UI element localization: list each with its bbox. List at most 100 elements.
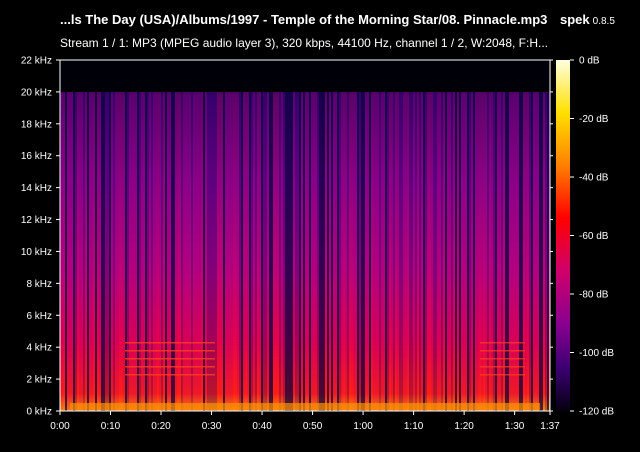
spectrogram-band <box>485 92 487 411</box>
spectrogram-band <box>479 92 481 411</box>
db-tick-label: -120 dB <box>579 407 614 418</box>
spectrogram-band <box>173 92 175 411</box>
time-tick-label: 0:00 <box>50 421 70 432</box>
spectrogram-band <box>365 92 367 411</box>
spectrogram-band <box>537 92 539 411</box>
spectrogram-band <box>245 92 247 411</box>
spectrogram-band <box>407 92 409 411</box>
spectrogram-band <box>107 92 109 411</box>
spectrogram-band <box>331 92 333 411</box>
spectrogram-band <box>547 92 549 411</box>
spectrogram-band <box>261 92 263 411</box>
spectrogram-band <box>301 92 303 411</box>
spectrogram-band <box>203 92 205 411</box>
spectrogram-band <box>211 92 213 411</box>
spectrogram-band <box>385 92 387 411</box>
spectrogram-band <box>387 92 389 411</box>
spectrogram-band <box>339 92 341 411</box>
spectrogram-band <box>393 92 395 411</box>
time-tick-label: 1:00 <box>353 421 373 432</box>
spectrogram-band <box>437 92 439 411</box>
spectrogram-band <box>465 92 467 411</box>
spectrogram-band <box>311 92 313 411</box>
spectrogram-band <box>95 92 97 411</box>
spectrogram-band <box>165 92 167 411</box>
spectrogram-band <box>411 92 413 411</box>
freq-tick-label: 2 kHz <box>26 375 52 386</box>
spectrogram-band <box>349 92 351 411</box>
spectrogram-band <box>403 92 405 411</box>
spectrogram-band <box>181 92 183 411</box>
spectrogram-band <box>337 92 339 411</box>
time-tick-label: 0:30 <box>202 421 222 432</box>
spectrogram-band <box>363 92 365 411</box>
spectrogram-band <box>293 92 295 411</box>
spectrogram-band <box>505 92 507 411</box>
spectrogram-band <box>323 92 325 411</box>
db-tick-label: -20 dB <box>579 114 609 125</box>
time-axis: 0:00 0:10 0:20 0:30 0:40 0:50 1:00 1:10 1:20 1:30… <box>50 411 560 432</box>
spectrogram-band <box>185 92 187 411</box>
spectrogram-band <box>257 92 259 411</box>
spectrogram-band <box>171 92 173 411</box>
spectrogram-band <box>415 92 417 411</box>
spectrogram-band <box>489 92 491 411</box>
spectrogram-band <box>101 92 103 411</box>
spectrogram-band <box>167 92 169 411</box>
spectrogram-band <box>291 92 293 411</box>
spectrogram-band <box>281 92 283 411</box>
spectrogram-band <box>377 92 379 411</box>
spectrogram-band <box>439 92 441 411</box>
spectrogram-band <box>481 92 483 411</box>
spectrogram-band <box>283 92 285 411</box>
freq-tick-label: 6 kHz <box>26 311 52 322</box>
spectrogram-band <box>215 92 217 411</box>
spectrogram-band <box>351 92 353 411</box>
spectrogram-band <box>355 92 357 411</box>
spectrogram-band <box>205 92 207 411</box>
spectrogram-band <box>389 92 391 411</box>
spectrogram-band <box>367 92 369 411</box>
spectrogram-band <box>145 92 147 411</box>
spectrogram-band <box>175 92 177 411</box>
spectrogram-band <box>75 92 77 411</box>
spectrogram-band <box>443 92 445 411</box>
spectrogram-band <box>243 92 245 411</box>
spectrogram-band <box>233 92 235 411</box>
spectrogram-band <box>539 92 541 411</box>
spectrogram-band <box>135 92 137 411</box>
spectrogram-band <box>487 92 489 411</box>
spectrogram-band <box>527 92 529 411</box>
spectrogram-band <box>191 92 193 411</box>
time-tick-label: 0:50 <box>303 421 323 432</box>
freq-tick-label: 12 kHz <box>21 215 52 226</box>
spectrogram-band <box>343 92 345 411</box>
spectrogram-band <box>209 92 211 411</box>
spectrogram-band <box>207 92 209 411</box>
spectrogram-band <box>531 92 533 411</box>
spectrogram-band <box>327 92 329 411</box>
freq-tick-label: 8 kHz <box>26 279 52 290</box>
spectrogram-band <box>299 92 301 411</box>
spectrogram-band <box>73 92 75 411</box>
spectrogram-band <box>515 92 517 411</box>
spectrogram-band <box>139 92 141 411</box>
db-tick-label: 0 dB <box>579 56 600 67</box>
spectrogram-band <box>391 92 393 411</box>
spectrogram-band <box>77 92 79 411</box>
spectrogram-band <box>521 92 523 411</box>
spectrogram-band <box>279 92 281 411</box>
spectrogram-band <box>543 92 545 411</box>
spectrogram-band <box>285 92 287 411</box>
spectrogram-band <box>149 92 151 411</box>
spectrogram-band <box>499 92 501 411</box>
harmonic-line <box>480 358 525 360</box>
spectrogram-band <box>441 92 443 411</box>
spectrogram-band <box>91 92 93 411</box>
spectrogram-band <box>67 92 69 411</box>
spectrogram-band <box>235 92 237 411</box>
spectrogram-band <box>199 92 201 411</box>
plot-frame <box>59 59 551 412</box>
spectrogram-band <box>401 92 403 411</box>
spectrogram-band <box>93 92 95 411</box>
